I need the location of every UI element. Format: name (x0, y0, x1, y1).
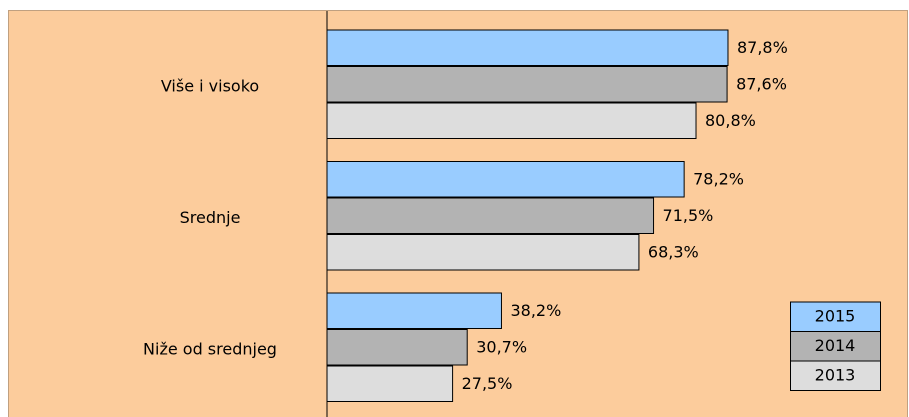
bar (326, 66, 728, 103)
value-label: 71,5% (663, 206, 714, 225)
legend-label: 2015 (815, 307, 856, 326)
value-label: 78,2% (693, 169, 744, 188)
category-label: Srednje (180, 208, 241, 227)
legend-swatch (790, 301, 881, 332)
bar (326, 234, 640, 271)
value-label: 87,6% (736, 74, 787, 93)
bar (326, 29, 729, 66)
bar (326, 197, 655, 234)
value-label: 68,3% (648, 242, 699, 261)
bar (326, 102, 697, 139)
value-label: 30,7% (476, 337, 527, 356)
value-label: 80,8% (705, 111, 756, 130)
legend-label: 2014 (815, 336, 856, 355)
category-label: Niže od srednjeg (143, 339, 277, 358)
legend-label: 2013 (815, 366, 856, 385)
bar (326, 329, 468, 366)
legend-swatch (790, 360, 881, 391)
value-label: 27,5% (462, 374, 513, 393)
bar (326, 365, 454, 402)
bar (326, 292, 502, 329)
category-label: Više i visoko (161, 76, 259, 95)
value-label: 87,8% (737, 38, 788, 57)
bar (326, 161, 685, 198)
value-label: 38,2% (510, 301, 561, 320)
